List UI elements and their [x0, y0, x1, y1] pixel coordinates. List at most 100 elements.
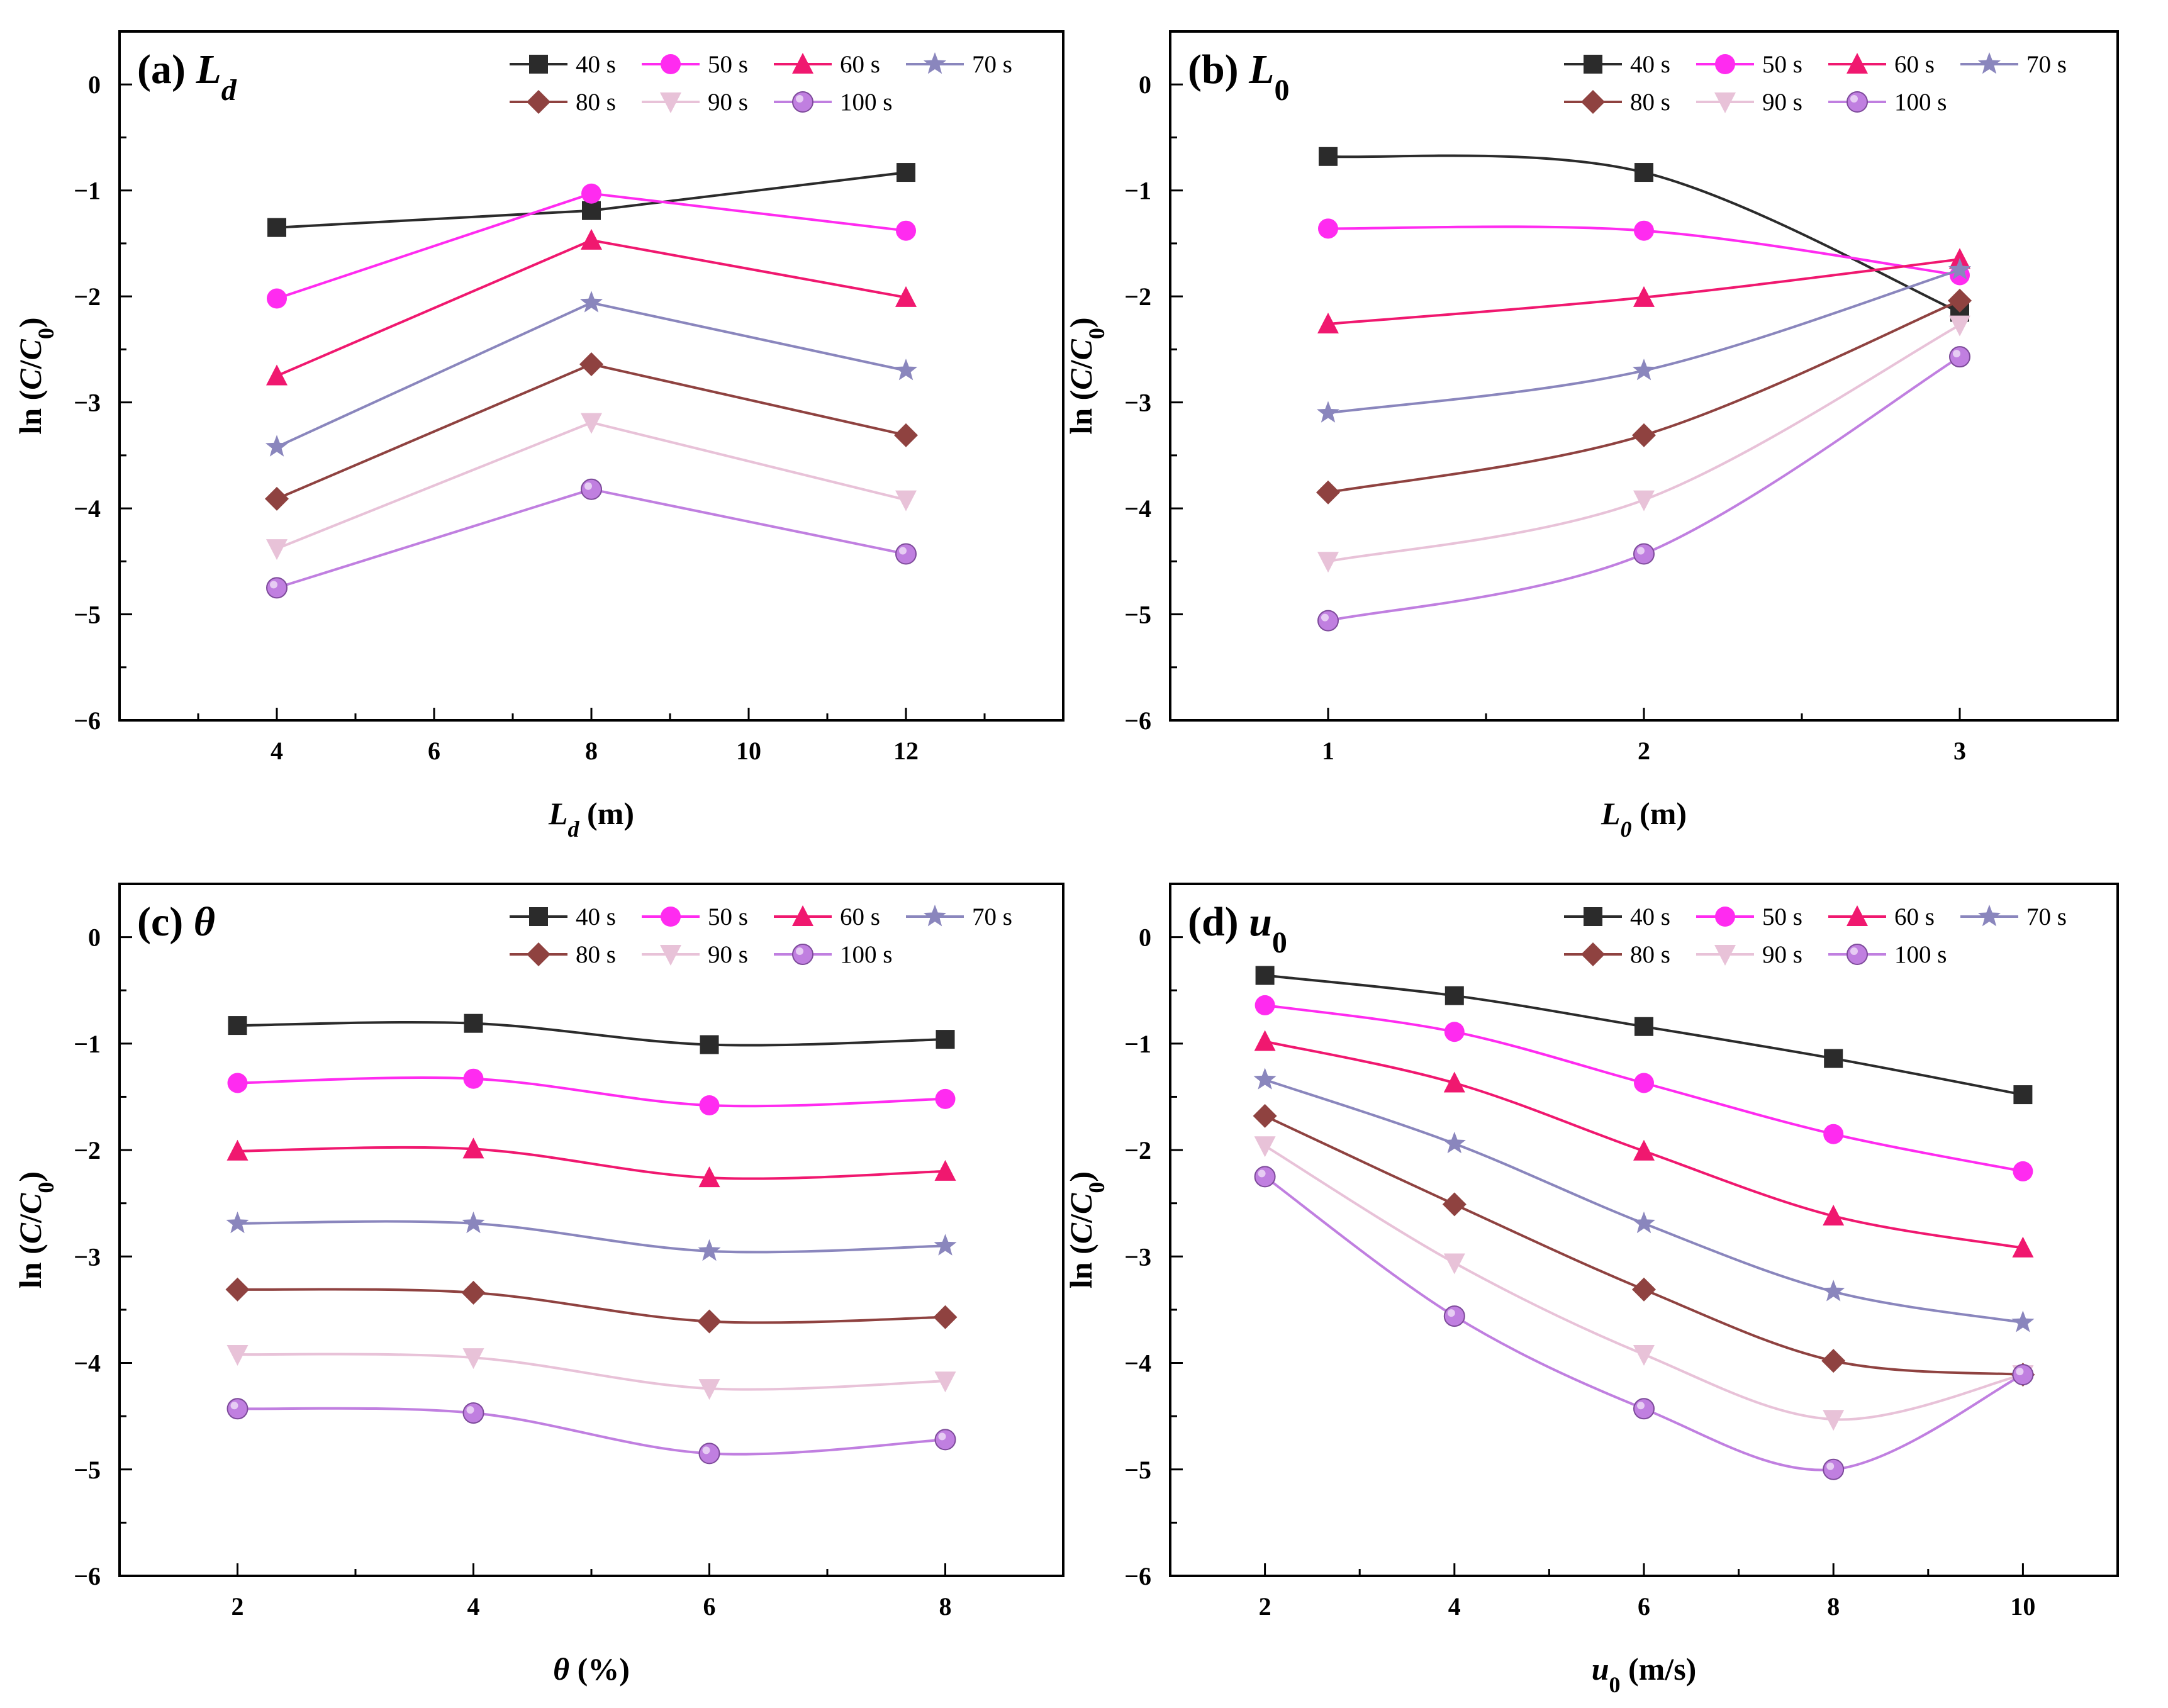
data-point: [1634, 1017, 1653, 1036]
y-tick-label: −6: [1124, 1562, 1151, 1590]
legend-marker: [1847, 944, 1868, 965]
data-point: [1948, 258, 1972, 280]
data-point: [699, 1095, 720, 1115]
x-tick-label: 6: [703, 1592, 716, 1621]
legend-label: 40 s: [576, 51, 616, 78]
marker-highlight: [270, 581, 277, 589]
legend-marker: [529, 55, 548, 74]
series-60s: [1317, 248, 1970, 333]
data-point: [1254, 1030, 1276, 1051]
series-80s: [1253, 1103, 2035, 1387]
data-point: [2013, 1161, 2033, 1181]
y-tick-label: −6: [1124, 706, 1151, 735]
legend-marker: [1714, 92, 1736, 113]
x-axis-title: θ (%): [553, 1651, 630, 1687]
data-point: [265, 435, 289, 457]
data-point: [266, 364, 288, 386]
y-tick-label: −5: [74, 1456, 101, 1484]
series-60s: [226, 1137, 956, 1188]
legend-item: 40 s: [510, 51, 616, 78]
marker-highlight: [1826, 1462, 1835, 1470]
legend-label: 90 s: [1762, 89, 1802, 116]
legend-item: 60 s: [1828, 51, 1935, 78]
marker-highlight: [702, 1446, 710, 1454]
legend-label: 90 s: [708, 89, 748, 116]
legend-label: 50 s: [708, 51, 748, 78]
panel-d: 2 4 6 8 10 0 −1 −2 −3 −4 −5 −6 ln (C/C0) u0 (m/s) (d) …: [1063, 883, 2119, 1697]
x-tick-label: 8: [1827, 1592, 1840, 1621]
legend-marker: [792, 944, 813, 965]
marker-highlight: [584, 482, 592, 490]
data-point: [225, 1277, 250, 1302]
x-axis-title: Ld (m): [548, 796, 634, 842]
data-point: [581, 183, 601, 204]
y-tick-label: −3: [1124, 1242, 1151, 1271]
y-tick-label: −5: [74, 601, 101, 629]
y-tick-label: −2: [1124, 1136, 1151, 1164]
marker-highlight: [1850, 95, 1858, 103]
legend-item: 90 s: [1696, 941, 1802, 968]
legend-marker: [1584, 907, 1602, 926]
legend-marker: [527, 90, 550, 114]
legend-label: 50 s: [1762, 51, 1802, 78]
legend-label: 70 s: [2026, 903, 2067, 930]
data-point: [581, 228, 602, 250]
data-point: [1316, 480, 1340, 505]
marker-highlight: [1637, 547, 1645, 555]
series-line: [237, 1220, 946, 1254]
data-point: [1317, 552, 1339, 573]
legend-marker: [1977, 905, 2001, 927]
legend-label: 100 s: [1894, 941, 1947, 968]
legend-item: 60 s: [774, 903, 880, 930]
series-50s: [267, 183, 916, 309]
legend-label: 70 s: [972, 903, 1012, 930]
legend-label: 90 s: [1762, 941, 1802, 968]
legend-marker: [660, 945, 681, 966]
legend-marker: [1715, 907, 1735, 927]
marker-highlight: [2016, 1368, 2024, 1376]
legend-marker: [1847, 905, 1868, 926]
y-tick-label: −5: [1124, 601, 1151, 629]
series-50s: [1318, 218, 1970, 286]
data-point: [1633, 1398, 1655, 1420]
data-point: [934, 1159, 956, 1181]
data-point: [226, 1398, 249, 1420]
data-point: [1634, 220, 1654, 241]
data-point: [894, 359, 918, 381]
data-point: [1316, 401, 1340, 423]
legend-item: 100 s: [774, 89, 892, 116]
legend-item: 90 s: [642, 89, 748, 116]
legend-item: 50 s: [1696, 51, 1802, 78]
data-point: [895, 490, 917, 511]
panel-title: (c) θ: [137, 899, 215, 945]
legend-item: 70 s: [1960, 51, 2067, 78]
data-point: [1254, 1166, 1276, 1188]
x-tick-label: 1: [1322, 737, 1334, 765]
legend-label: 70 s: [2026, 51, 2067, 78]
panel-b: 1 2 3 0 −1 −2 −3 −4 −5 −6 ln (C/C0) L0 (m) (b) L0 40 …: [1063, 30, 2119, 842]
series-70s: [265, 291, 918, 457]
y-tick-label: −6: [74, 1562, 101, 1590]
x-tick-label: 2: [1638, 737, 1650, 765]
legend-marker: [1847, 91, 1868, 113]
marker-highlight: [1447, 1309, 1455, 1317]
data-point: [1444, 986, 1464, 1005]
series-line: [237, 1146, 946, 1180]
data-point: [267, 288, 287, 309]
x-tick-label: 12: [893, 737, 919, 765]
data-point: [1823, 1205, 1845, 1225]
marker-highlight: [1637, 1402, 1645, 1410]
series-50s: [1254, 995, 2033, 1181]
data-point: [1949, 346, 1970, 368]
legend-item: 70 s: [906, 51, 1012, 78]
y-tick-label: 0: [88, 70, 101, 99]
data-point: [463, 1068, 484, 1089]
data-point: [1823, 1458, 1845, 1480]
data-point: [464, 1013, 483, 1033]
data-point: [1444, 1022, 1465, 1042]
plot-frame: [1169, 30, 2119, 722]
y-axis-title: ln (C/C0): [13, 1171, 59, 1288]
y-tick-label: −5: [1124, 1456, 1151, 1484]
legend-label: 60 s: [1894, 903, 1935, 930]
